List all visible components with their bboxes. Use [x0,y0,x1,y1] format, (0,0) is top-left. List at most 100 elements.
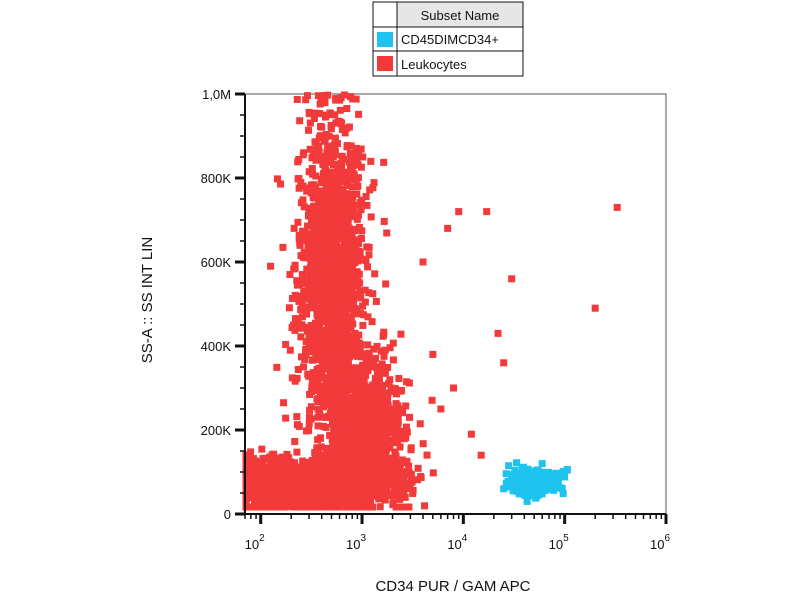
data-point [256,482,264,490]
data-point [296,241,304,249]
data-point [377,471,385,479]
data-point [295,297,303,305]
data-point [300,473,308,481]
data-point [385,417,393,425]
data-point [314,338,322,346]
data-point [329,469,337,477]
data-point [316,100,324,108]
data-point [347,475,355,483]
data-point [342,244,350,252]
data-point [288,324,296,332]
data-point [550,486,558,494]
data-point [383,390,391,398]
data-point [306,204,314,212]
data-point [357,145,365,153]
data-point [312,501,320,509]
data-point [333,251,341,259]
data-point [367,438,375,446]
data-point [374,363,382,371]
data-point [369,457,377,465]
data-point [331,492,339,500]
data-point [336,360,344,368]
data-point [257,469,265,477]
data-point [384,411,392,419]
data-point [403,378,411,386]
data-point [352,370,360,378]
data-point [356,395,364,403]
data-point [325,228,333,236]
data-point [266,453,274,461]
data-point [357,206,365,214]
data-point [288,474,296,482]
data-point [332,204,340,212]
data-point [359,473,367,481]
data-point [364,403,372,411]
data-point [335,117,343,125]
data-point [360,463,368,471]
data-point [361,410,369,418]
data-point [341,370,349,378]
x-tick-label: 102 [245,533,265,552]
data-point [257,464,265,472]
data-point [294,218,302,226]
data-point [321,490,329,498]
data-point [304,126,312,134]
data-point [291,315,299,323]
data-point [371,481,379,489]
data-points [242,91,621,511]
data-point [333,140,341,148]
data-point [342,503,350,511]
data-point [303,236,311,244]
data-point [309,476,317,484]
data-point [339,312,347,320]
data-point [521,486,529,494]
data-point [533,484,541,492]
data-point [270,475,278,483]
data-point [365,289,373,297]
data-point [315,487,323,495]
data-point [380,217,388,225]
data-point [364,313,372,321]
data-point [311,449,319,457]
data-point [353,190,361,198]
data-point [382,477,390,485]
data-point [324,254,332,262]
data-point [321,497,329,505]
data-point [326,266,334,274]
data-point [321,175,329,183]
data-point [359,302,367,310]
data-point [513,459,521,467]
data-point [339,219,347,227]
data-point [339,290,347,298]
data-point [359,376,367,384]
data-point [347,278,355,286]
data-point [368,396,376,404]
data-point [346,471,354,479]
data-point [342,413,350,421]
data-point [294,158,302,166]
data-point [309,369,317,377]
data-point [309,150,317,158]
data-point [290,224,298,232]
data-point [394,458,402,466]
data-point [293,448,301,456]
data-point [311,109,319,117]
data-point [273,456,281,464]
data-point [311,242,319,250]
data-point [362,193,370,201]
data-point [328,495,336,503]
data-point [302,345,310,353]
data-point [322,131,330,139]
data-point [285,304,293,312]
data-point [341,437,349,445]
data-point [380,158,388,166]
data-point [375,425,383,433]
data-point [358,353,366,361]
data-point [336,407,344,415]
data-point [320,301,328,309]
data-point [345,202,353,210]
data-point [344,303,352,311]
data-point [273,501,281,509]
data-point [346,434,354,442]
data-point [314,483,322,491]
